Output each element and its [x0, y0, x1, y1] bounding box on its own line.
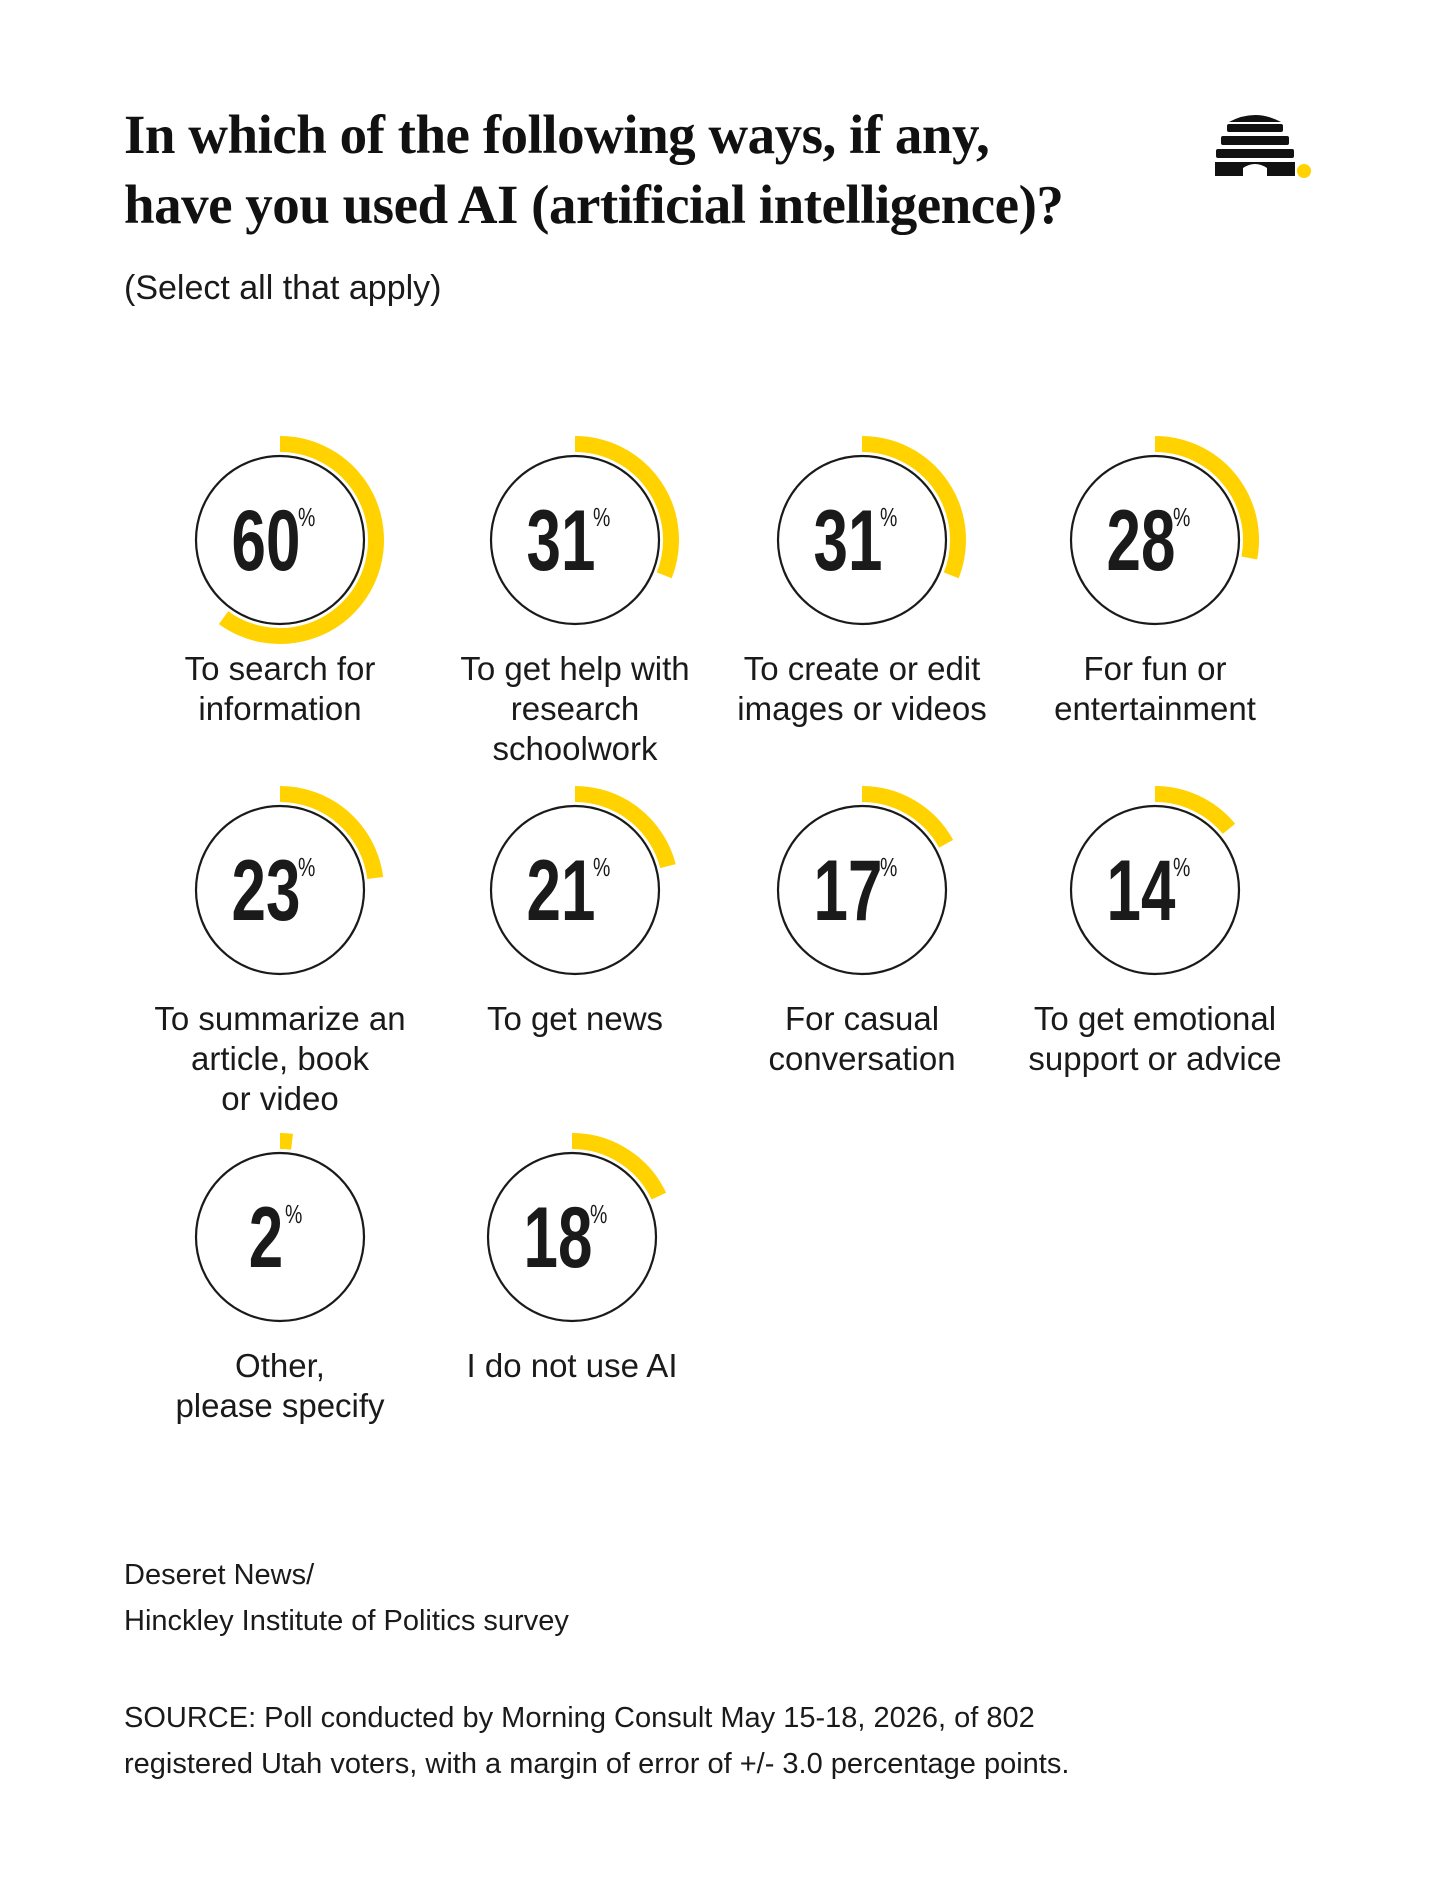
- outline-ring: [194, 1151, 366, 1323]
- category-label-line: Other,: [235, 1347, 325, 1384]
- category-label: To summarize an article, book or video: [154, 1000, 405, 1117]
- outline-ring: [489, 804, 661, 976]
- value-label: 18: [524, 1189, 593, 1285]
- credit-line-2: Hinckley Institute of Politics survey: [124, 1605, 569, 1637]
- category-label-line: support or advice: [1028, 1040, 1281, 1077]
- category-label-line: For fun or: [1083, 650, 1226, 687]
- progress-arc: [1154, 436, 1259, 560]
- unit-label: %: [593, 852, 610, 881]
- category-label: To search for information: [185, 650, 376, 727]
- unit-label: %: [285, 1199, 302, 1228]
- value-label: 31: [814, 492, 883, 588]
- unit-label: %: [880, 852, 897, 881]
- category-label-line: information: [198, 690, 361, 727]
- source-note: SOURCE: Poll conducted by Morning Consul…: [124, 1702, 1070, 1780]
- category-label-line: research: [511, 690, 639, 727]
- credit-line-1: Deseret News/: [124, 1559, 315, 1591]
- progress-arc: [1154, 786, 1236, 835]
- value-label: 2: [249, 1189, 283, 1285]
- category-label: I do not use AI: [467, 1347, 678, 1384]
- category-label-line: To get emotional: [1034, 1000, 1276, 1037]
- category-label-line: To summarize an: [154, 1000, 405, 1037]
- value-label: 17: [814, 842, 883, 938]
- value-label: 31: [527, 492, 596, 588]
- value-label: 14: [1107, 842, 1176, 938]
- category-label: To get emotional support or advice: [1028, 1000, 1281, 1077]
- progress-arc: [574, 786, 676, 869]
- category-label-line: To create or edit: [744, 650, 981, 687]
- outline-ring: [489, 454, 661, 626]
- unit-label: %: [1173, 852, 1190, 881]
- outline-ring: [776, 804, 948, 976]
- outline-ring: [1069, 804, 1241, 976]
- category-label: To create or edit images or videos: [737, 650, 986, 727]
- category-label-line: please specify: [175, 1387, 385, 1424]
- category-label-line: To get help with: [460, 650, 689, 687]
- category-label: To get help with research schoolwork: [460, 650, 689, 767]
- chart-title: In which of the following ways, if any, …: [124, 104, 1064, 235]
- outline-ring: [194, 454, 366, 626]
- category-label-line: entertainment: [1054, 690, 1256, 727]
- outline-ring: [486, 1151, 658, 1323]
- category-label-line: To search for: [185, 650, 376, 687]
- progress-arc: [574, 436, 679, 579]
- category-label-line: or video: [221, 1080, 338, 1117]
- unit-label: %: [298, 502, 315, 531]
- value-label: 21: [527, 842, 596, 938]
- unit-label: %: [590, 1199, 607, 1228]
- progress-arc: [861, 436, 966, 579]
- value-label: 60: [232, 492, 301, 588]
- value-label: 23: [232, 842, 301, 938]
- category-label: For fun or entertainment: [1054, 650, 1256, 727]
- category-label-line: To get news: [487, 1000, 663, 1037]
- unit-label: %: [1173, 502, 1190, 531]
- outline-ring: [776, 454, 948, 626]
- outline-ring: [194, 804, 366, 976]
- category-label: Other, please specify: [175, 1347, 385, 1424]
- category-label-line: schoolwork: [492, 730, 658, 767]
- progress-arc: [279, 786, 384, 880]
- category-label: To get news: [487, 1000, 663, 1037]
- category-label-line: I do not use AI: [467, 1347, 678, 1384]
- progress-arc: [279, 1133, 294, 1150]
- beehive-icon: [1215, 115, 1311, 178]
- category-label-line: images or videos: [737, 690, 986, 727]
- unit-label: %: [593, 502, 610, 531]
- progress-arc: [571, 1133, 667, 1200]
- category-label-line: article, book: [191, 1040, 369, 1077]
- chart-subtitle: (Select all that apply): [124, 269, 442, 307]
- outline-ring: [1069, 454, 1241, 626]
- progress-arc: [861, 786, 954, 848]
- credit: Deseret News/ Hinckley Institute of Poli…: [124, 1552, 569, 1644]
- progress-arc: [218, 436, 384, 644]
- category-label-line: conversation: [768, 1040, 955, 1077]
- category-label: For casual conversation: [768, 1000, 955, 1077]
- unit-label: %: [298, 852, 315, 881]
- unit-label: %: [880, 502, 897, 531]
- category-label-line: For casual: [785, 1000, 939, 1037]
- value-label: 28: [1107, 492, 1176, 588]
